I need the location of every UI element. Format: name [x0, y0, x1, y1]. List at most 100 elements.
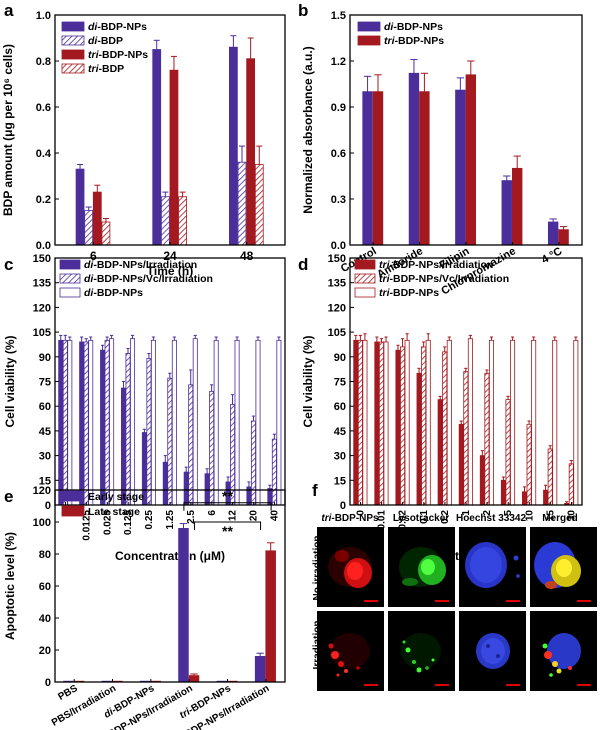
- bar-d-s0-c6: [479, 455, 485, 506]
- image-no-irradiation-tri-bdp-nps: [317, 527, 384, 607]
- bar-c-s2-c9: [255, 339, 261, 506]
- ytick-label-c-2: 30: [39, 451, 51, 463]
- bar-c-s2-c10: [276, 339, 282, 506]
- ytick-label-d-5: 75: [334, 377, 346, 389]
- xtick-label-c-4: 0.25: [144, 510, 155, 530]
- ytick-label-b-1: 0.3: [331, 194, 346, 206]
- legend-label-a-0: di-BDP-NPs: [88, 21, 147, 33]
- bar-c-s2-c3: [130, 338, 136, 506]
- legend-label-a-1: di-BDP: [88, 35, 123, 47]
- legend-label-c-2: di-BDP-NPs: [84, 287, 143, 299]
- legend-swatch-c-0: [59, 259, 81, 270]
- ytick-label-c-4: 60: [39, 401, 51, 413]
- xtick-label-d-10: 30: [566, 510, 577, 522]
- bar-b-s1-c2: [465, 74, 477, 246]
- image-irradiation-tri-bdp-nps: [317, 611, 384, 691]
- bar-d-s2-c9: [552, 339, 558, 506]
- legend-swatch-a-2: [61, 49, 85, 60]
- bar-b-s0-c0: [362, 91, 373, 246]
- ytick-label-d-10: 150: [328, 253, 346, 265]
- legend-swatch-d-0: [354, 259, 376, 270]
- bar-c-s0-c0: [58, 339, 64, 506]
- bar-d-s2-c2: [404, 339, 410, 506]
- legend-swatch-a-3: [61, 63, 85, 74]
- legend-label-a-2: tri-BDP-NPs: [88, 49, 148, 61]
- xlabel-c: Concentration (μM): [115, 549, 225, 563]
- bar-c-s0-c1: [79, 341, 85, 506]
- bar-a-s3-c1: [178, 196, 187, 246]
- xtick-label-d-7: 5: [503, 510, 514, 516]
- significance-bracket-1: [193, 521, 262, 530]
- panel-f: f tri-BDP-NPs Lysotracker Hoechst 33342 …: [312, 481, 597, 691]
- bar-d-s1-c4: [442, 351, 448, 506]
- bar-d-s0-c7: [500, 479, 506, 506]
- xtick-label-d-5: 1: [461, 510, 472, 516]
- bar-d-s2-c8: [531, 339, 537, 506]
- col-label-lysotracker: Lysotracker: [393, 513, 449, 524]
- ytick-label-e-1: 20: [39, 645, 51, 657]
- bar-d-s2-c5: [467, 338, 473, 506]
- xtick-label-a-2: 48: [240, 249, 254, 263]
- bar-d-s2-c6: [488, 339, 494, 506]
- col-label-merged: Merged: [542, 513, 578, 524]
- bar-d-s0-c8: [522, 491, 528, 506]
- legend-swatch-b-1: [357, 35, 381, 46]
- bar-b-s0-c1: [408, 72, 420, 246]
- col-label-tri-bdp-nps: tri-BDP-NPs: [321, 513, 379, 524]
- xtick-label-d-4: 0.2: [440, 510, 451, 524]
- bar-d-s2-c1: [383, 341, 389, 506]
- bar-e-s0-c5: [254, 656, 266, 683]
- legend-swatch-d-2: [354, 287, 376, 298]
- ytick-label-b-3: 0.9: [331, 102, 346, 114]
- legend-swatch-c-1: [59, 273, 81, 284]
- legend-swatch-d-1: [354, 273, 376, 284]
- bar-c-s1-c3: [125, 353, 131, 506]
- ytick-label-c-0: 0: [45, 500, 51, 512]
- xtick-label-a-0: 6: [90, 249, 97, 263]
- bar-b-s0-c4: [547, 221, 559, 246]
- image-irradiation-merged: [530, 611, 597, 691]
- bar-d-s2-c4: [446, 339, 452, 506]
- legend-label-e-1: Late stage: [88, 506, 140, 518]
- xtick-label-c-2: 0.025: [102, 510, 113, 535]
- bar-c-s2-c6: [192, 338, 198, 506]
- legend-swatch-a-0: [61, 21, 85, 32]
- ytick-label-d-4: 60: [334, 401, 346, 413]
- legend-swatch-c-2: [59, 287, 81, 298]
- xtick-label-e-0: PBS: [56, 683, 80, 703]
- bar-c-s1-c9: [250, 420, 256, 506]
- bar-c-s1-c5: [167, 377, 173, 506]
- bar-d-s0-c9: [543, 489, 549, 506]
- bar-b-s1-c4: [558, 229, 569, 246]
- xtick-label-d-8: 10: [524, 510, 535, 522]
- panel-label-d: d: [298, 255, 308, 274]
- image-no-irradiation-lysotracker: [388, 527, 455, 607]
- ytick-label-a-1: 0.2: [36, 194, 51, 206]
- bar-c-s2-c4: [150, 339, 156, 506]
- legend-label-e-0: Early stage: [88, 491, 144, 503]
- ytick-label-a-2: 0.4: [36, 148, 52, 160]
- xtick-label-c-8: 12: [228, 510, 239, 522]
- bar-d-s1-c2: [400, 346, 406, 506]
- ytick-label-d-3: 45: [334, 426, 346, 438]
- bar-d-s2-c3: [425, 339, 431, 506]
- significance-label-0: **: [222, 488, 233, 504]
- xtick-label-c-9: 20: [249, 510, 260, 522]
- ytick-label-e-3: 60: [39, 581, 51, 593]
- panel-a: a 0.0 0.2 0.4 0.6 0.8 1.0 6 24 48 Time (h) BDP amou…: [1, 1, 286, 278]
- ytick-label-c-8: 120: [33, 302, 51, 314]
- ytick-label-d-8: 120: [328, 302, 346, 314]
- bar-e-s0-c3: [178, 528, 189, 683]
- bar-d-s0-c3: [416, 372, 422, 506]
- legend-swatch-b-0: [357, 21, 381, 32]
- ytick-label-d-2: 30: [334, 451, 346, 463]
- bar-c-s2-c7: [213, 339, 219, 506]
- col-label-hoechst: Hoechst 33342: [456, 513, 526, 524]
- bar-d-s2-c10: [573, 339, 579, 506]
- significance-bracket-0: [183, 502, 272, 511]
- ytick-label-b-4: 1.2: [331, 56, 346, 68]
- image-no-irradiation-merged: [530, 527, 597, 607]
- bar-a-s1-c2: [237, 161, 247, 246]
- ytick-label-a-4: 0.8: [36, 56, 51, 68]
